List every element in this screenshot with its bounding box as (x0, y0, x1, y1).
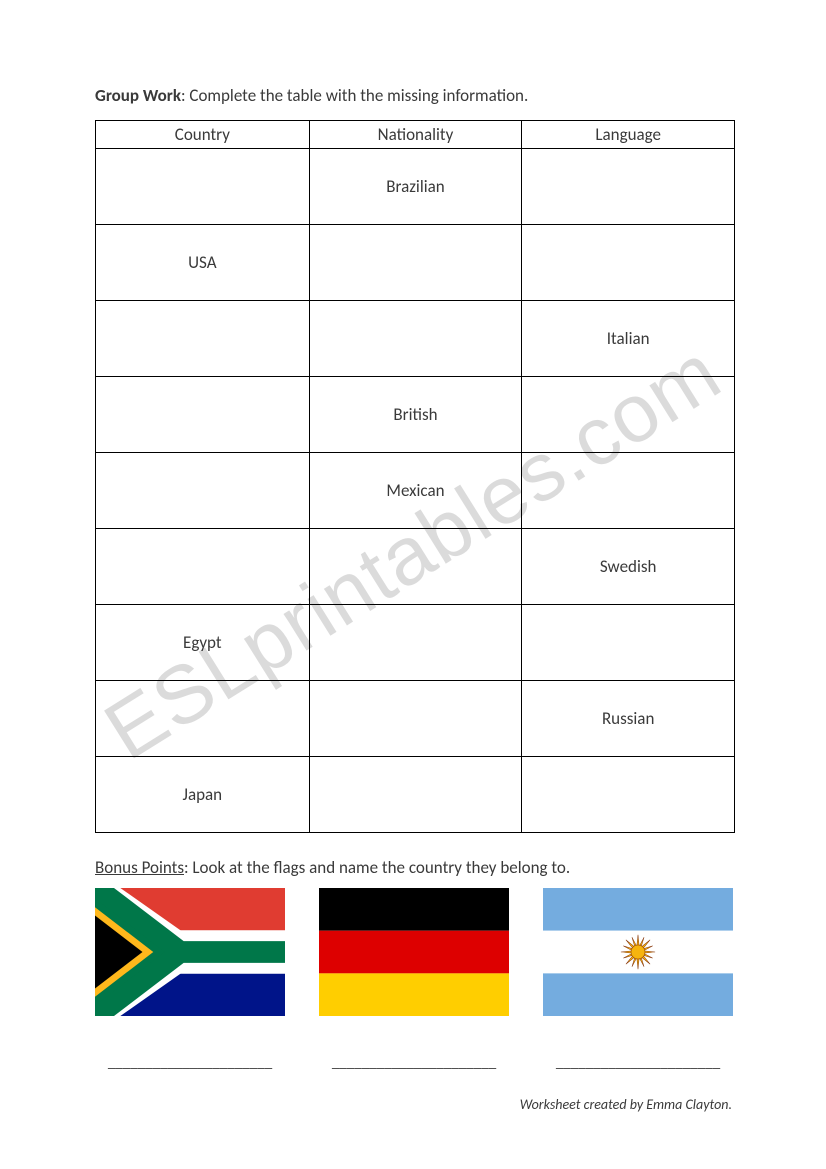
worksheet-page: ESLprintables.com Group Work: Complete t… (0, 0, 826, 1113)
table-row: Egypt (96, 605, 735, 681)
country-nationality-language-table: Country Nationality Language Brazilian U… (95, 120, 735, 833)
cell-language[interactable] (522, 453, 735, 529)
table-row: Mexican (96, 453, 735, 529)
cell-country[interactable]: Japan (96, 757, 310, 833)
argentina-flag-icon (543, 888, 733, 1016)
cell-language[interactable]: Italian (522, 301, 735, 377)
header-country: Country (96, 121, 310, 149)
flag-3-answer-line[interactable]: ______________________ (543, 1054, 733, 1072)
table-body: Brazilian USA Italian British Mexican (96, 149, 735, 833)
cell-country[interactable]: Egypt (96, 605, 310, 681)
cell-nationality[interactable] (309, 529, 522, 605)
table-row: Japan (96, 757, 735, 833)
cell-nationality[interactable] (309, 301, 522, 377)
cell-language[interactable]: Russian (522, 681, 735, 757)
table-row: Russian (96, 681, 735, 757)
cell-nationality[interactable]: British (309, 377, 522, 453)
table-header-row: Country Nationality Language (96, 121, 735, 149)
header-language: Language (522, 121, 735, 149)
cell-language[interactable] (522, 757, 735, 833)
cell-country[interactable] (96, 529, 310, 605)
table-row: Brazilian (96, 149, 735, 225)
flag-2-answer-line[interactable]: ______________________ (319, 1054, 509, 1072)
instruction-text: : Complete the table with the missing in… (181, 85, 528, 106)
cell-language[interactable] (522, 225, 735, 301)
cell-language[interactable] (522, 149, 735, 225)
cell-nationality[interactable]: Mexican (309, 453, 522, 529)
worksheet-credit: Worksheet created by Emma Clayton. (95, 1096, 736, 1113)
cell-country[interactable] (96, 377, 310, 453)
cell-language[interactable] (522, 605, 735, 681)
cell-country[interactable]: USA (96, 225, 310, 301)
flag-row (95, 888, 736, 1016)
cell-nationality[interactable] (309, 757, 522, 833)
table-row: USA (96, 225, 735, 301)
group-work-instruction: Group Work: Complete the table with the … (95, 85, 736, 106)
cell-country[interactable] (96, 149, 310, 225)
bonus-text: : Look at the flags and name the country… (184, 857, 570, 878)
cell-language[interactable]: Swedish (522, 529, 735, 605)
table-row: Swedish (96, 529, 735, 605)
germany-flag-icon (319, 888, 509, 1016)
answer-lines-row: ______________________ _________________… (95, 1054, 736, 1072)
cell-language[interactable] (522, 377, 735, 453)
header-nationality: Nationality (309, 121, 522, 149)
instruction-lead: Group Work (95, 85, 181, 106)
cell-nationality[interactable] (309, 681, 522, 757)
cell-nationality[interactable] (309, 225, 522, 301)
bonus-points-instruction: Bonus Points: Look at the flags and name… (95, 857, 736, 878)
table-row: British (96, 377, 735, 453)
cell-country[interactable] (96, 301, 310, 377)
cell-country[interactable] (96, 453, 310, 529)
cell-country[interactable] (96, 681, 310, 757)
bonus-lead: Bonus Points (95, 857, 184, 878)
cell-nationality[interactable]: Brazilian (309, 149, 522, 225)
south-africa-flag-icon (95, 888, 285, 1016)
flag-1-answer-line[interactable]: ______________________ (95, 1054, 285, 1072)
table-row: Italian (96, 301, 735, 377)
cell-nationality[interactable] (309, 605, 522, 681)
